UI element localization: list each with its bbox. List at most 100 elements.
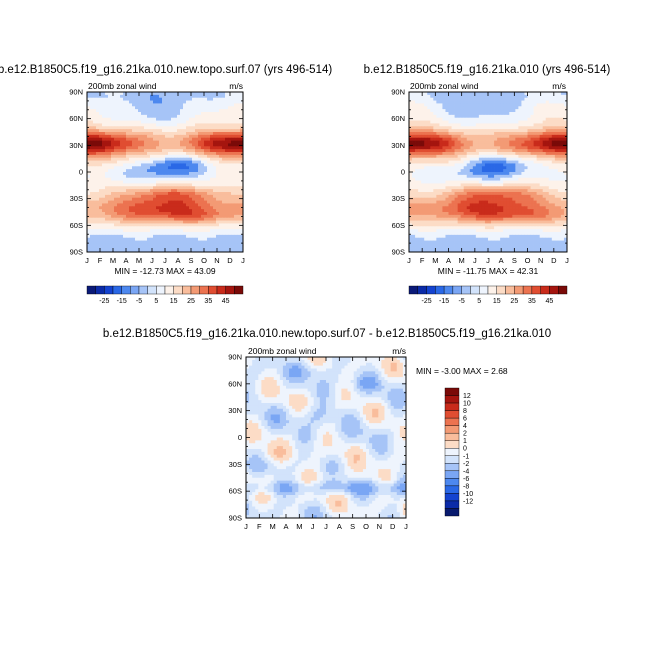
heatmap-cell	[219, 154, 223, 159]
heatmap-cell	[108, 92, 112, 96]
heatmap-cell	[156, 203, 160, 207]
heatmap-cell	[560, 132, 565, 136]
heatmap-cell	[210, 194, 214, 199]
heatmap-cell	[551, 154, 556, 159]
heatmap-cell	[213, 154, 217, 159]
heatmap-cell	[451, 180, 455, 184]
heatmap-cell	[457, 137, 462, 141]
heatmap-cell	[521, 149, 525, 153]
heatmap-cell	[433, 172, 437, 176]
heatmap-cell	[153, 223, 157, 227]
heatmap-cell	[454, 117, 458, 121]
heatmap-cell	[153, 106, 157, 110]
heatmap-cell	[527, 137, 531, 141]
heatmap-cell	[120, 169, 124, 173]
heatmap-cell	[466, 123, 471, 127]
heatmap-cell	[494, 143, 498, 147]
heatmap-cell	[542, 137, 547, 141]
heatmap-cell	[415, 134, 419, 139]
heatmap-cell	[138, 140, 142, 144]
heatmap-cell	[207, 180, 211, 184]
heatmap-cell	[141, 146, 145, 150]
heatmap-cell	[219, 166, 223, 170]
heatmap-cell	[524, 154, 528, 159]
heatmap-cell	[132, 223, 136, 227]
heatmap-cell	[144, 183, 148, 187]
heatmap-cell	[201, 223, 205, 227]
heatmap-cell	[120, 200, 124, 204]
heatmap-cell	[159, 223, 163, 227]
heatmap-cell	[219, 126, 223, 130]
heatmap-cell	[484, 109, 489, 113]
heatmap-cell	[475, 100, 480, 104]
heatmap-cell	[108, 132, 112, 136]
heatmap-cell	[198, 114, 202, 119]
heatmap-cell	[117, 192, 121, 196]
heatmap-cell	[231, 114, 235, 119]
heatmap-cell	[207, 154, 211, 159]
heatmap-cell	[201, 120, 205, 124]
heatmap-cell	[527, 132, 531, 136]
heatmap-cell	[427, 137, 431, 141]
heatmap-cell	[129, 146, 133, 150]
heatmap-cell	[240, 137, 244, 141]
heatmap-cell	[475, 134, 480, 139]
heatmap-cell	[412, 154, 416, 159]
heatmap-cell	[198, 152, 202, 156]
heatmap-cell	[138, 149, 142, 153]
heatmap-cell	[225, 106, 229, 110]
colorbar-swatch	[138, 285, 148, 295]
heatmap-cell	[132, 114, 136, 119]
heatmap-cell	[192, 229, 196, 233]
heatmap-cell	[195, 114, 199, 119]
heatmap-cell	[120, 180, 124, 184]
heatmap-cell	[189, 212, 193, 216]
heatmap-cell	[105, 177, 109, 181]
heatmap-cell	[515, 163, 519, 167]
heatmap-cell	[457, 134, 462, 139]
heatmap-cell	[500, 143, 504, 147]
heatmap-cell	[509, 152, 513, 156]
heatmap-cell	[108, 103, 112, 107]
heatmap-cell	[509, 166, 513, 170]
heatmap-cell	[150, 126, 154, 130]
heatmap-cell	[198, 206, 202, 210]
heatmap-cell	[216, 200, 220, 204]
heatmap-cell	[463, 172, 468, 176]
heatmap-cell	[466, 166, 471, 170]
heatmap-cell	[454, 197, 458, 201]
heatmap-cell	[186, 157, 190, 161]
x-tick-label: J	[163, 256, 167, 265]
heatmap-cell	[180, 243, 184, 247]
heatmap-cell	[430, 123, 434, 127]
heatmap-cell	[234, 109, 238, 113]
heatmap-cell	[415, 143, 419, 147]
heatmap-cell	[563, 97, 568, 101]
heatmap-cell	[557, 137, 562, 141]
heatmap-cell	[108, 126, 112, 130]
heatmap-cell	[147, 146, 151, 150]
heatmap-cell	[87, 100, 91, 104]
heatmap-cell	[439, 160, 443, 164]
heatmap-cell	[448, 174, 452, 179]
heatmap-cell	[141, 100, 145, 104]
heatmap-cell	[412, 123, 416, 127]
heatmap-cell	[445, 134, 449, 139]
heatmap-cell	[186, 203, 190, 207]
heatmap-cell	[466, 183, 471, 187]
heatmap-cell	[216, 189, 220, 193]
heatmap-cell	[539, 123, 544, 127]
heatmap-cell	[195, 214, 199, 219]
heatmap-cell	[105, 174, 109, 179]
heatmap-cell	[102, 169, 106, 173]
heatmap-cell	[108, 249, 112, 253]
heatmap-cell	[201, 117, 205, 121]
heatmap-cell	[192, 152, 196, 156]
heatmap-cell	[240, 146, 244, 150]
heatmap-cell	[500, 180, 504, 184]
heatmap-cell	[475, 149, 480, 153]
heatmap-cell	[509, 194, 513, 199]
heatmap-cell	[237, 234, 241, 239]
heatmap-cell	[117, 109, 121, 113]
heatmap-cell	[195, 126, 199, 130]
